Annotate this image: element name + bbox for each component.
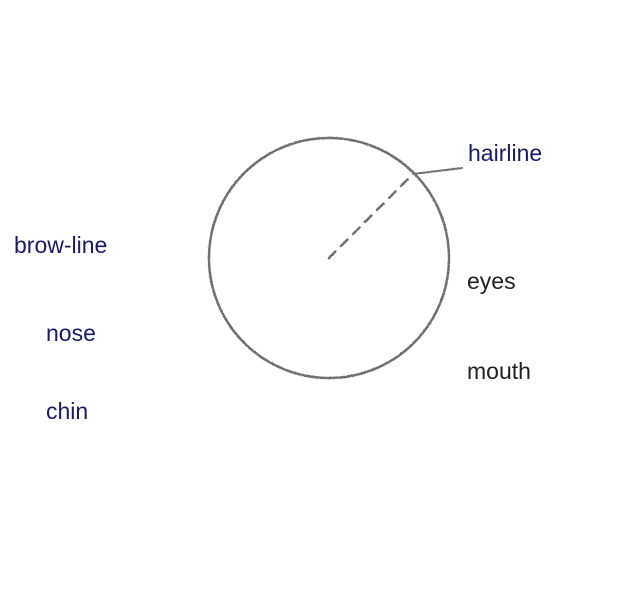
diagram-svg [0, 0, 618, 596]
label-nose: nose [46, 320, 96, 347]
label-hairline: hairline [468, 140, 542, 167]
label-eyes: eyes [467, 268, 516, 295]
label-chin: chin [46, 398, 88, 425]
hairline-radius-dashed [329, 174, 413, 258]
hairline-leader-0 [413, 168, 462, 174]
label-mouth: mouth [467, 358, 531, 385]
label-browline: brow-line [14, 232, 107, 259]
face-proportion-diagram: hairline brow-line eyes nose mouth chin [0, 0, 618, 596]
